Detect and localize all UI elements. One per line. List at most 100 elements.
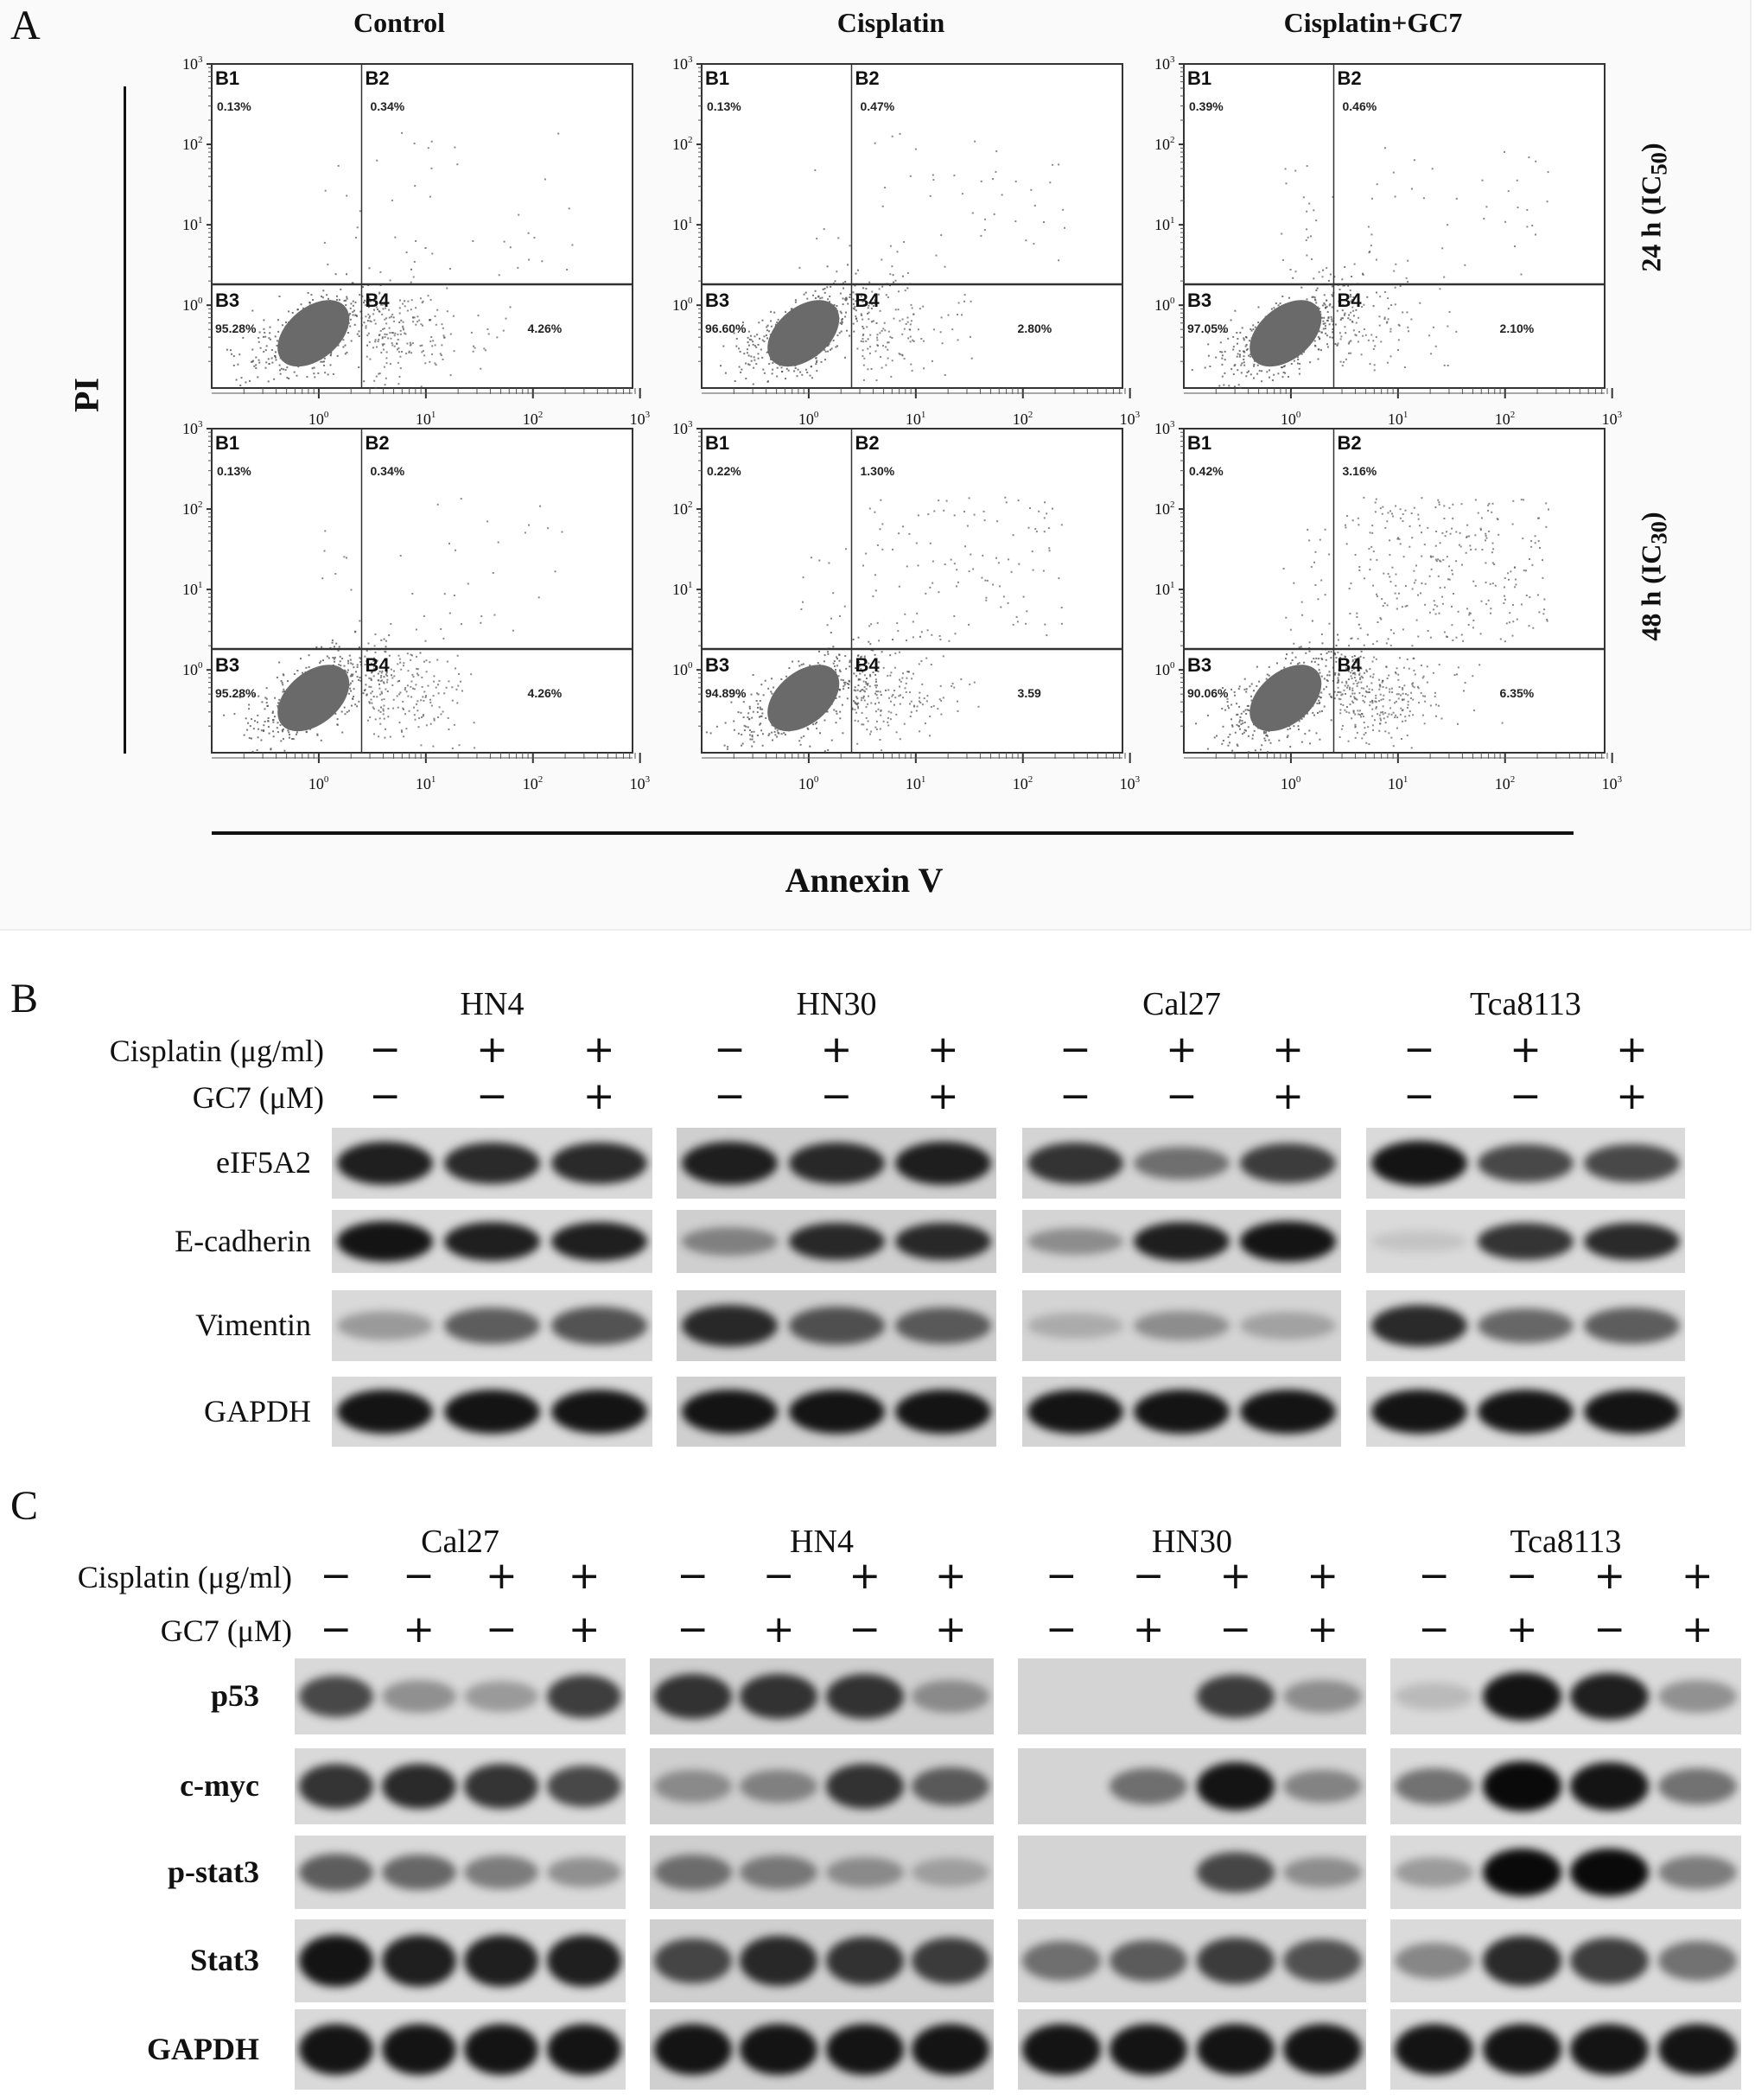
event-dot — [862, 304, 865, 307]
event-dot — [743, 724, 746, 727]
event-dot — [493, 614, 496, 616]
quadrant-percentage: 94.89% — [705, 686, 747, 700]
event-dot — [346, 557, 347, 559]
quadrant-percentage: 0.39% — [1189, 99, 1224, 113]
event-dot — [1283, 666, 1286, 669]
event-dot — [1296, 356, 1299, 359]
event-dot — [983, 519, 986, 522]
event-dot — [403, 708, 404, 710]
event-dot — [1337, 691, 1339, 693]
event-dot — [844, 298, 847, 301]
event-dot — [1306, 228, 1308, 231]
event-dot — [420, 385, 423, 388]
event-dot — [1318, 699, 1320, 702]
event-dot — [875, 686, 877, 689]
event-dot — [1411, 645, 1414, 647]
event-dot — [793, 370, 796, 372]
pi-axis-line — [124, 86, 126, 754]
event-dot — [382, 708, 385, 710]
event-dot — [1281, 366, 1282, 369]
event-dot — [1395, 700, 1397, 703]
event-dot — [970, 357, 973, 360]
event-dot — [359, 210, 361, 213]
event-dot — [905, 682, 907, 684]
event-dot — [890, 671, 893, 674]
event-dot — [437, 684, 439, 686]
event-dot — [1326, 299, 1328, 302]
event-dot — [442, 637, 445, 640]
event-dot — [1237, 713, 1239, 716]
event-dot — [903, 722, 906, 725]
event-dot — [809, 374, 811, 377]
x-tick-label: 102 — [523, 410, 544, 428]
event-dot — [271, 710, 274, 713]
event-dot — [528, 524, 530, 526]
event-dot — [857, 705, 859, 708]
event-dot — [910, 700, 912, 703]
event-dot — [741, 368, 743, 371]
event-dot — [334, 656, 336, 659]
event-dot — [1408, 667, 1410, 670]
event-dot — [1326, 346, 1329, 348]
quadrant-percentage: 0.47% — [860, 99, 894, 113]
event-dot — [848, 683, 850, 685]
event-dot — [824, 359, 827, 361]
event-dot — [1252, 324, 1255, 327]
event-dot — [1371, 715, 1374, 717]
event-dot — [811, 377, 813, 379]
tick-exponent: 1 — [688, 580, 693, 590]
event-dot — [528, 258, 531, 261]
event-dot — [838, 669, 841, 671]
event-dot — [1394, 702, 1396, 704]
event-dot — [1356, 616, 1358, 618]
event-dot — [1375, 706, 1377, 709]
event-dot — [862, 333, 865, 335]
event-dot — [257, 376, 259, 379]
event-dot — [770, 690, 773, 693]
event-dot — [1435, 531, 1438, 532]
event-dot — [1307, 712, 1308, 715]
event-dot — [896, 251, 899, 253]
event-dot — [267, 720, 270, 722]
event-dot — [1413, 506, 1415, 509]
event-dot — [397, 654, 400, 657]
event-dot — [350, 340, 353, 342]
event-dot — [285, 321, 287, 323]
tick-exponent: 1 — [1403, 410, 1408, 420]
event-dot — [1311, 620, 1313, 622]
event-dot — [1383, 694, 1385, 697]
event-dot — [855, 294, 858, 296]
event-dot — [423, 714, 424, 716]
event-dot — [1385, 642, 1388, 645]
event-dot — [410, 281, 412, 283]
event-dot — [391, 199, 393, 201]
event-dot — [524, 531, 526, 534]
event-dot — [881, 651, 883, 653]
event-dot — [833, 660, 836, 662]
event-dot — [359, 679, 362, 682]
event-dot — [1355, 321, 1358, 324]
event-dot — [827, 749, 830, 751]
event-dot — [893, 666, 896, 669]
event-dot — [875, 322, 878, 324]
event-dot — [1029, 507, 1031, 509]
event-dot — [882, 328, 885, 330]
event-dot — [794, 299, 797, 302]
tick-exponent: 2 — [538, 410, 544, 420]
event-dot — [863, 357, 866, 360]
event-dot — [849, 665, 851, 668]
event-dot — [1466, 608, 1469, 610]
event-dot — [1060, 607, 1063, 609]
row-label-24h: 24 h (IC50) — [1635, 143, 1672, 271]
event-dot — [372, 667, 375, 670]
event-dot — [1281, 258, 1284, 261]
event-dot — [999, 585, 1001, 588]
event-dot — [477, 315, 480, 317]
event-dot — [735, 337, 738, 340]
event-dot — [1350, 671, 1352, 674]
event-dot — [1339, 698, 1342, 701]
event-dot — [747, 344, 750, 347]
event-dot — [1424, 700, 1427, 703]
event-dot — [798, 266, 801, 269]
event-dot — [355, 237, 357, 239]
